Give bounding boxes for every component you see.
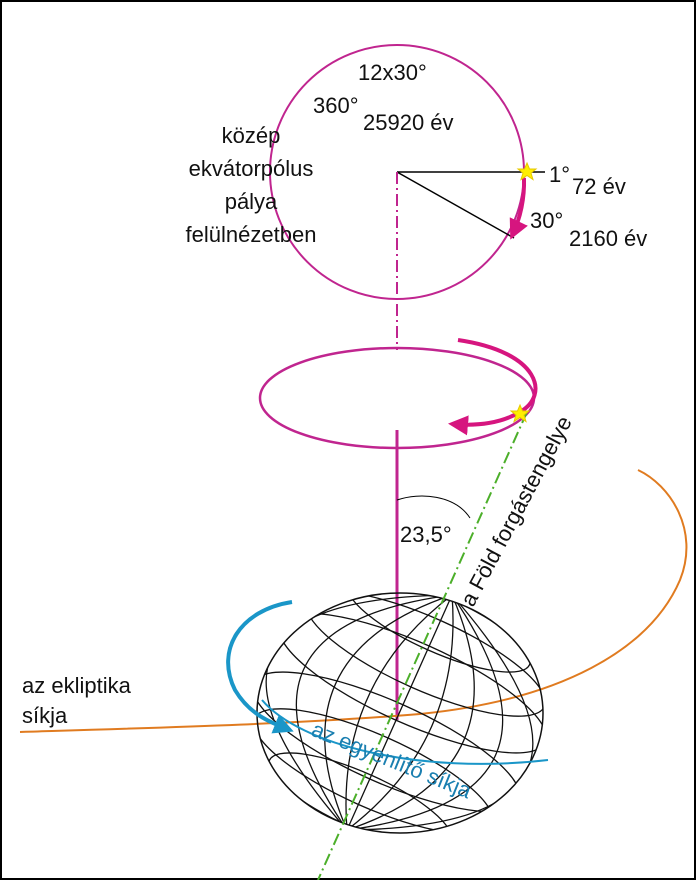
earth-axis — [318, 412, 527, 880]
marker-years: 72 év — [572, 174, 626, 199]
top-view-label: pálya — [225, 189, 278, 214]
angle-label: 23,5° — [400, 522, 452, 547]
top-view-label: ekvátorpólus — [189, 156, 314, 181]
angle-arc — [397, 496, 470, 518]
top-view-label: felülnézetben — [186, 222, 317, 247]
globe-line — [266, 595, 452, 830]
circle-label: 25920 év — [363, 110, 454, 135]
rotation-arrow — [228, 602, 292, 730]
axis-label: a Föld forgástengelye — [455, 412, 576, 611]
star-top — [518, 163, 536, 180]
marker-years: 2160 év — [569, 226, 647, 251]
top-view-label: közép — [222, 123, 281, 148]
circle-label: 360° — [313, 93, 359, 118]
ecliptic-label: síkja — [22, 703, 68, 728]
circle-label: 12x30° — [358, 60, 427, 85]
ecliptic-label: az ekliptika — [22, 673, 132, 698]
marker-degree: 1° — [549, 162, 570, 187]
diagram: 12x30° 360° 25920 év közép ekvátorpólus … — [0, 0, 696, 880]
globe — [257, 593, 543, 833]
marker-degree: 30° — [530, 208, 563, 233]
top-arrow — [512, 178, 524, 236]
radius-30deg — [397, 172, 514, 238]
